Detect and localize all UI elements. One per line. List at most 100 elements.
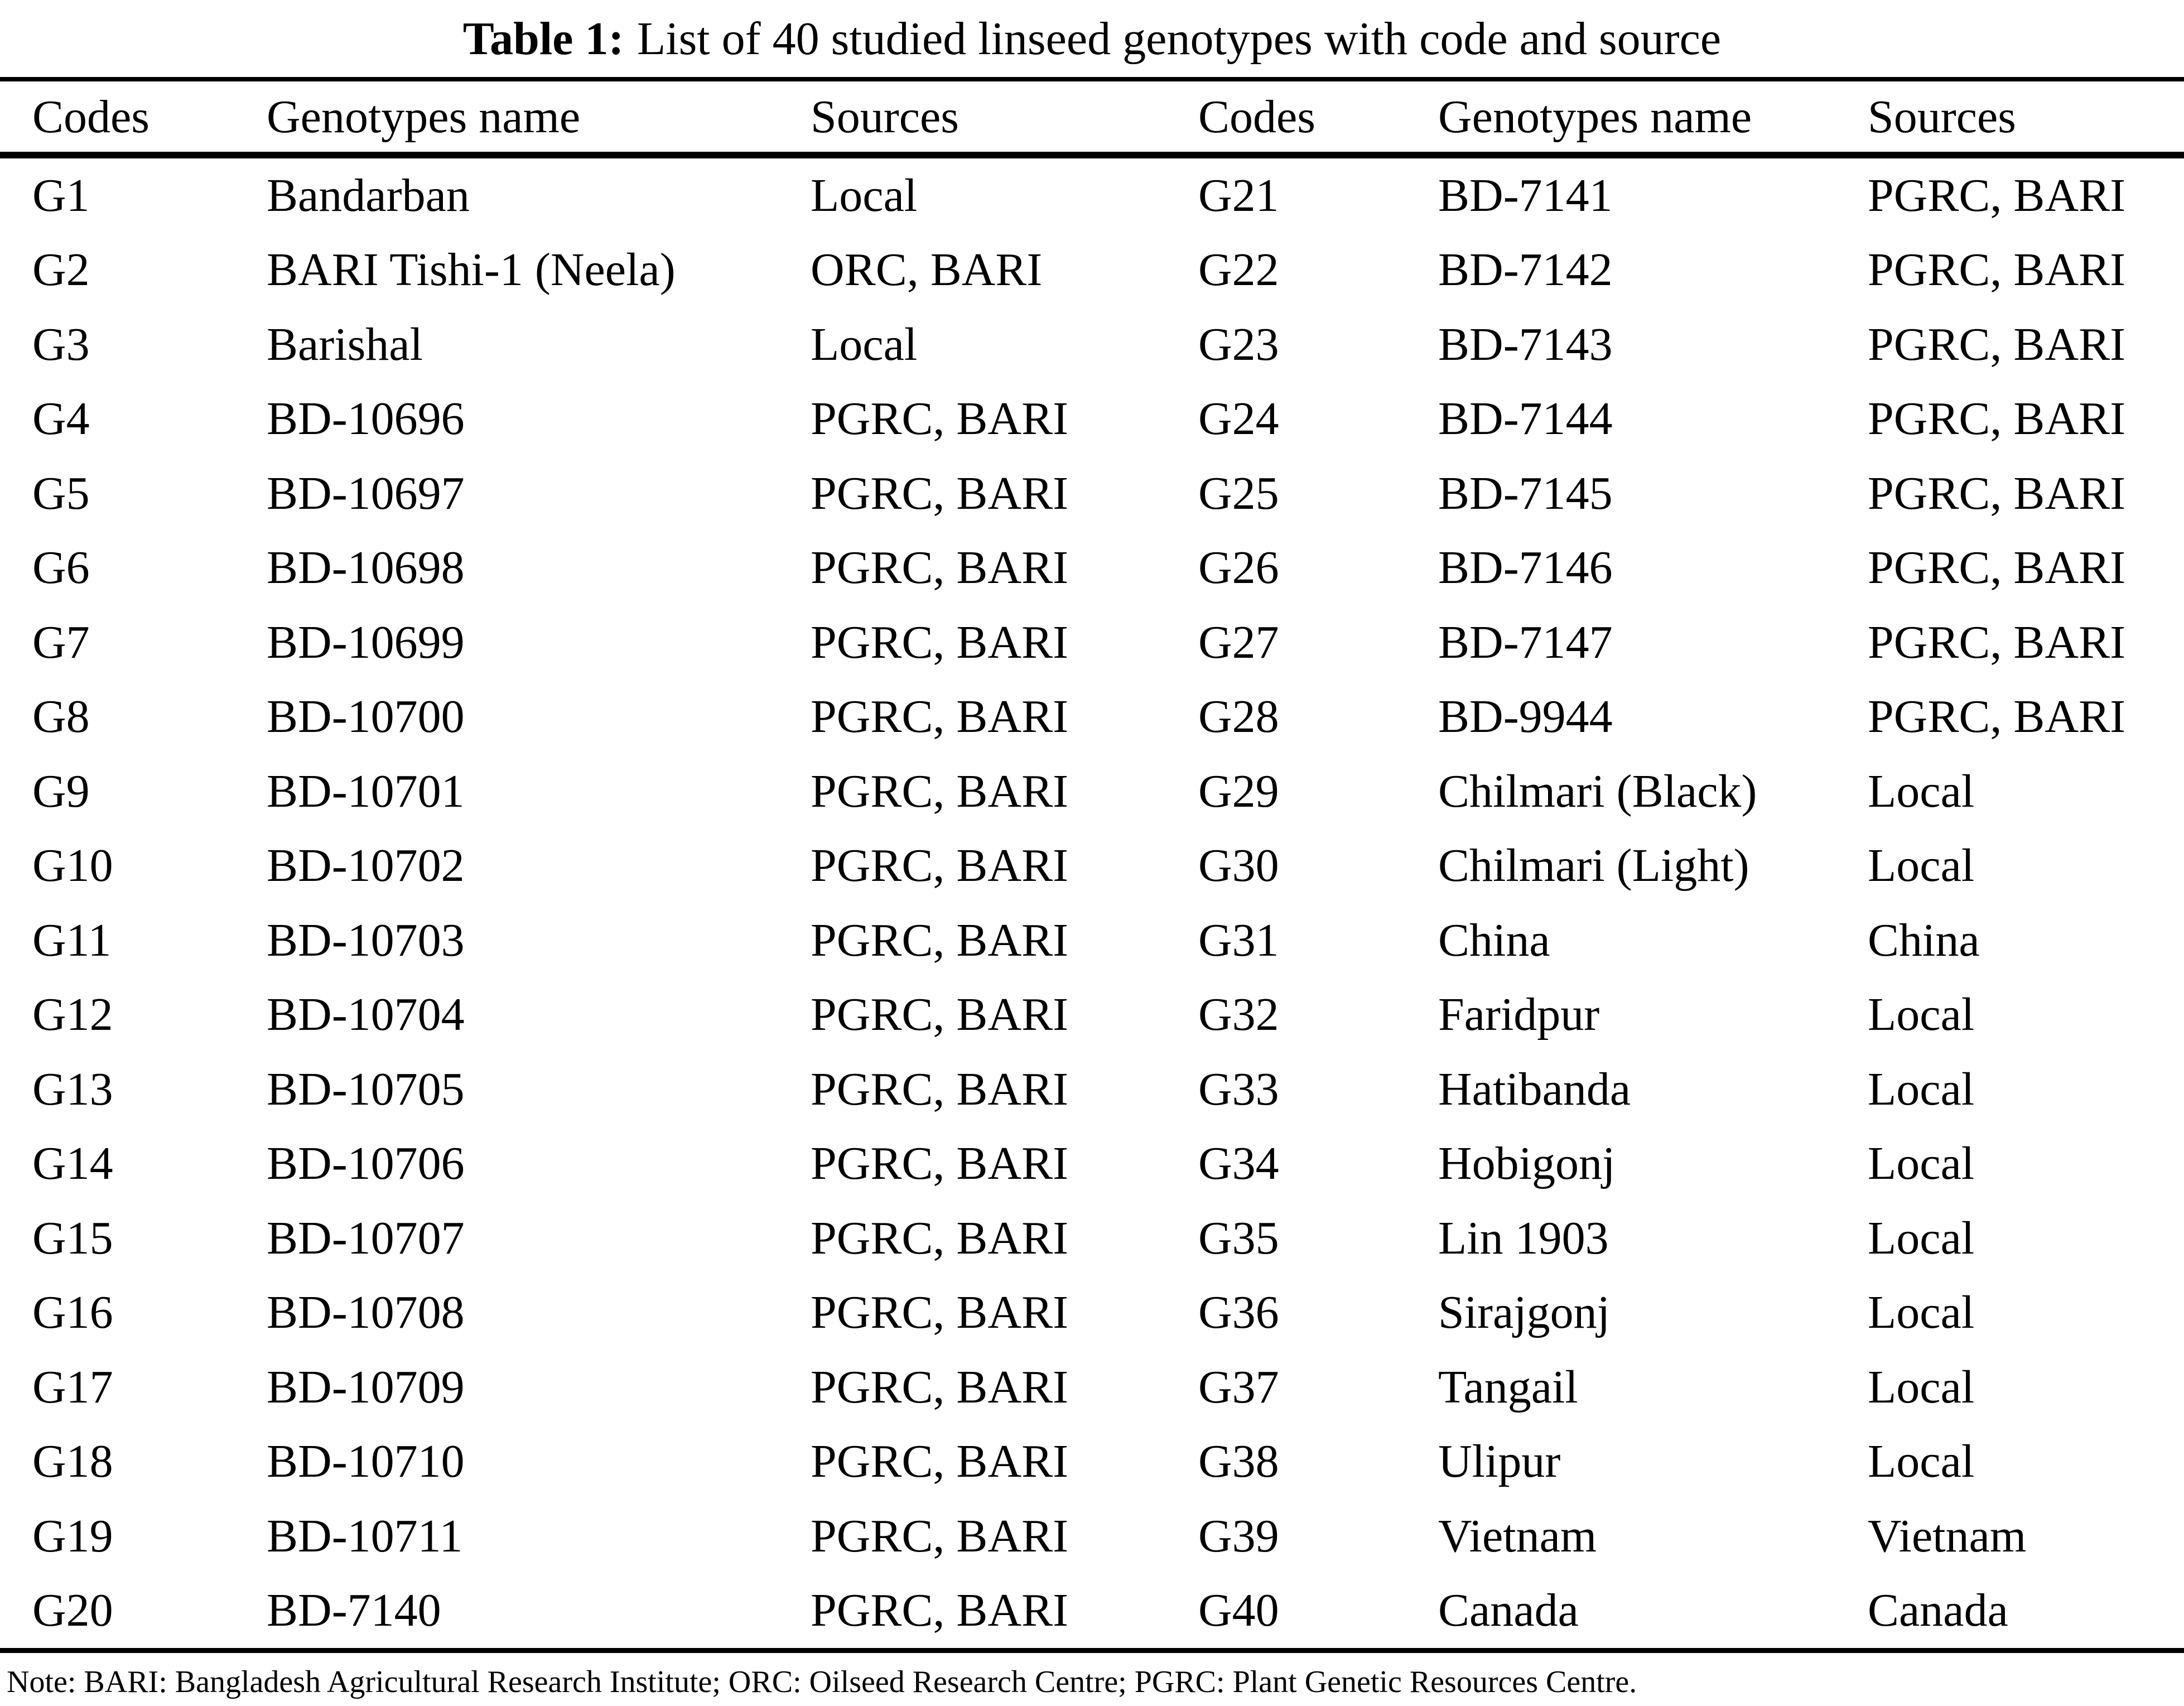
source-cell-right: PGRC, BARI xyxy=(1868,467,2126,519)
genotype-cell-left: BD-10703 xyxy=(267,914,465,966)
source-cell-right: Local xyxy=(1868,989,1975,1041)
genotype-cell-left: BD-10697 xyxy=(267,467,465,519)
table-caption: Table 1: List of 40 studied linseed geno… xyxy=(0,0,2184,77)
source-cell-right: Local xyxy=(1868,1212,1975,1264)
genotype-cell-left: BD-10700 xyxy=(267,691,465,743)
genotype-cell-right: Canada xyxy=(1438,1584,1579,1637)
code-cell-right: G22 xyxy=(1198,244,1279,296)
code-cell-right: G31 xyxy=(1198,914,1279,966)
code-cell-left: G18 xyxy=(32,1435,113,1488)
code-cell-right: G33 xyxy=(1198,1063,1279,1115)
code-cell-left: G1 xyxy=(32,169,90,221)
code-cell-left: G2 xyxy=(32,244,90,296)
source-cell-right: China xyxy=(1868,914,1980,966)
source-cell-left: PGRC, BARI xyxy=(811,840,1069,892)
code-cell-left: G12 xyxy=(32,989,113,1041)
table-footnote: Note: BARI: Bangladesh Agricultural Rese… xyxy=(7,1665,1637,1699)
source-cell-right: Vietnam xyxy=(1868,1510,2027,1562)
genotype-cell-left: BD-10708 xyxy=(267,1286,465,1339)
code-cell-right: G29 xyxy=(1198,765,1279,817)
code-cell-left: G17 xyxy=(32,1361,113,1413)
code-cell-right: G40 xyxy=(1198,1584,1279,1637)
source-cell-right: PGRC, BARI xyxy=(1868,244,2126,296)
header-sources-left: Sources xyxy=(811,91,959,143)
code-cell-left: G8 xyxy=(32,691,90,743)
code-cell-left: G5 xyxy=(32,467,90,519)
code-cell-left: G15 xyxy=(32,1212,113,1264)
source-cell-left: PGRC, BARI xyxy=(811,691,1069,743)
genotype-cell-right: Sirajgonj xyxy=(1438,1286,1610,1339)
source-cell-left: ORC, BARI xyxy=(811,244,1043,296)
header-sources-right: Sources xyxy=(1868,91,2016,143)
code-cell-right: G30 xyxy=(1198,840,1279,892)
source-cell-left: Local xyxy=(811,318,918,370)
source-cell-left: PGRC, BARI xyxy=(811,765,1069,817)
header-genotypes-name-left: Genotypes name xyxy=(267,91,581,143)
code-cell-right: G36 xyxy=(1198,1286,1279,1339)
code-cell-right: G34 xyxy=(1198,1138,1279,1190)
source-cell-right: Local xyxy=(1868,840,1975,892)
source-cell-left: PGRC, BARI xyxy=(811,1361,1069,1413)
genotype-cell-right: Lin 1903 xyxy=(1438,1212,1609,1264)
source-cell-left: PGRC, BARI xyxy=(811,1584,1069,1637)
code-cell-right: G35 xyxy=(1198,1212,1279,1264)
code-cell-left: G10 xyxy=(32,840,113,892)
genotype-cell-right: Faridpur xyxy=(1438,989,1600,1041)
header-codes-left: Codes xyxy=(32,91,150,143)
table-header-row: Codes Genotypes name Sources Codes Genot… xyxy=(0,81,2184,152)
source-cell-left: PGRC, BARI xyxy=(811,542,1069,594)
genotype-cell-right: Hatibanda xyxy=(1438,1063,1631,1115)
source-cell-left: PGRC, BARI xyxy=(811,1510,1069,1562)
source-cell-left: PGRC, BARI xyxy=(811,616,1069,668)
source-cell-right: Local xyxy=(1868,1286,1975,1339)
genotype-cell-left: BD-10704 xyxy=(267,989,465,1041)
genotype-cell-right: BD-7142 xyxy=(1438,244,1613,296)
source-cell-right: Canada xyxy=(1868,1584,2008,1637)
genotype-cell-left: Bandarban xyxy=(267,169,470,221)
code-cell-right: G37 xyxy=(1198,1361,1279,1413)
genotype-cell-left: BD-10707 xyxy=(267,1212,465,1264)
source-cell-left: PGRC, BARI xyxy=(811,393,1069,445)
code-cell-left: G13 xyxy=(32,1063,113,1115)
code-cell-right: G38 xyxy=(1198,1435,1279,1488)
source-cell-left: PGRC, BARI xyxy=(811,1063,1069,1115)
genotype-cell-left: BD-10705 xyxy=(267,1063,465,1115)
genotype-cell-left: BD-10702 xyxy=(267,840,465,892)
genotype-cell-left: BD-10706 xyxy=(267,1138,465,1190)
table-body: G1 Bandarban Local G21 BD-7141 PGRC, BAR… xyxy=(0,158,2184,1648)
genotype-cell-right: Vietnam xyxy=(1438,1510,1597,1562)
code-cell-right: G24 xyxy=(1198,393,1279,445)
genotype-cell-right: BD-7143 xyxy=(1438,318,1613,370)
source-cell-right: PGRC, BARI xyxy=(1868,169,2126,221)
source-cell-left: PGRC, BARI xyxy=(811,914,1069,966)
genotype-cell-left: BD-10710 xyxy=(267,1435,465,1488)
code-cell-right: G26 xyxy=(1198,542,1279,594)
code-cell-left: G7 xyxy=(32,616,90,668)
source-cell-left: PGRC, BARI xyxy=(811,989,1069,1041)
genotype-cell-right: BD-7144 xyxy=(1438,393,1613,445)
genotype-cell-right: Chilmari (Light) xyxy=(1438,840,1749,892)
genotype-cell-right: Tangail xyxy=(1438,1361,1578,1413)
genotype-cell-right: Hobigonj xyxy=(1438,1138,1616,1190)
code-cell-right: G21 xyxy=(1198,169,1279,221)
code-cell-left: G4 xyxy=(32,393,90,445)
genotype-cell-left: BD-10696 xyxy=(267,393,465,445)
code-cell-left: G14 xyxy=(32,1138,113,1190)
source-cell-left: Local xyxy=(811,169,918,221)
source-cell-right: Local xyxy=(1868,1435,1975,1488)
genotype-cell-right: BD-7141 xyxy=(1438,169,1613,221)
source-cell-left: PGRC, BARI xyxy=(811,1212,1069,1264)
source-cell-right: PGRC, BARI xyxy=(1868,691,2126,743)
source-cell-left: PGRC, BARI xyxy=(811,1138,1069,1190)
genotype-cell-right: BD-7146 xyxy=(1438,542,1613,594)
source-cell-right: Local xyxy=(1868,1361,1975,1413)
source-cell-left: PGRC, BARI xyxy=(811,467,1069,519)
code-cell-left: G16 xyxy=(32,1286,113,1339)
genotype-cell-right: BD-9944 xyxy=(1438,691,1613,743)
code-cell-right: G32 xyxy=(1198,989,1279,1041)
code-cell-left: G20 xyxy=(32,1584,113,1637)
code-cell-left: G9 xyxy=(32,765,90,817)
table-caption-label: Table 1: xyxy=(462,12,624,65)
source-cell-left: PGRC, BARI xyxy=(811,1435,1069,1488)
